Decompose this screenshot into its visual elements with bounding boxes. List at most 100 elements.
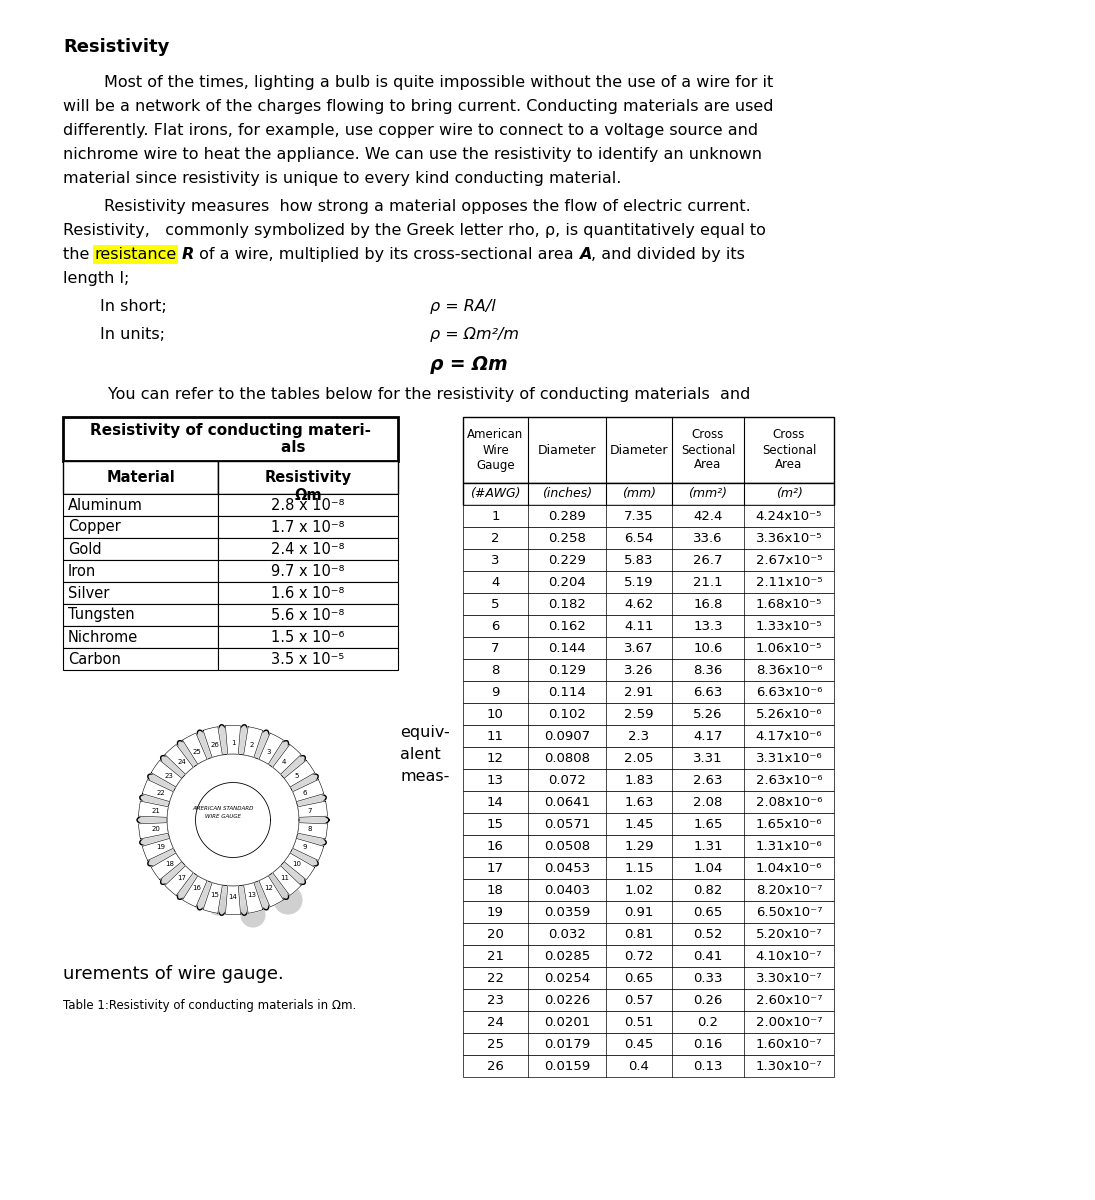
Bar [463,505,834,527]
Text: 10: 10 [292,860,301,866]
Text: 3.67: 3.67 [624,642,654,654]
Text: 8: 8 [492,664,499,677]
Bar [218,604,397,626]
Text: 3.31x10⁻⁶: 3.31x10⁻⁶ [756,751,822,764]
Bar [463,967,834,989]
Text: 2: 2 [250,742,254,748]
Text: 8.20x10⁻⁷: 8.20x10⁻⁷ [756,883,822,896]
Circle shape [241,902,265,926]
Text: 0.0285: 0.0285 [544,949,590,962]
Text: Carbon: Carbon [68,652,120,666]
Text: 4.11: 4.11 [624,619,654,632]
Bar [218,560,397,582]
Text: A: A [579,247,591,262]
Polygon shape [204,727,222,757]
Text: 4.10x10⁻⁷: 4.10x10⁻⁷ [756,949,822,962]
Text: (mm²): (mm²) [689,487,727,500]
Bar [463,923,834,946]
Text: 2.08x10⁻⁶: 2.08x10⁻⁶ [756,796,822,809]
Text: 24: 24 [177,760,186,766]
Text: 18: 18 [487,883,504,896]
Bar [64,516,218,538]
Text: 0.57: 0.57 [624,994,654,1007]
Polygon shape [243,727,263,757]
Text: 0.0571: 0.0571 [544,817,590,830]
Text: 1.31x10⁻⁶: 1.31x10⁻⁶ [756,840,822,852]
Text: 0.81: 0.81 [624,928,654,941]
Text: 8.36: 8.36 [693,664,723,677]
Text: urements of wire gauge.: urements of wire gauge. [64,965,284,983]
Text: 2.05: 2.05 [624,751,654,764]
Text: 21.1: 21.1 [693,576,723,588]
Text: ρ = RA/l: ρ = RA/l [430,299,496,314]
Bar [64,538,218,560]
Text: Copper: Copper [68,520,120,534]
Text: Resistivity
Ωm: Resistivity Ωm [265,470,351,503]
Text: 8.36x10⁻⁶: 8.36x10⁻⁶ [756,664,822,677]
Text: 11: 11 [487,730,504,743]
Text: 1.65x10⁻⁶: 1.65x10⁻⁶ [756,817,822,830]
Text: meas-: meas- [400,769,449,784]
Text: 6.63: 6.63 [693,685,723,698]
Circle shape [274,886,302,914]
Text: 3: 3 [492,553,499,566]
Bar [64,648,218,670]
Text: the: the [64,247,94,262]
Text: 1: 1 [492,510,499,522]
Text: 9: 9 [303,845,308,851]
Text: 0.0226: 0.0226 [544,994,590,1007]
Polygon shape [226,886,241,914]
Polygon shape [137,725,328,916]
Text: Resistivity of conducting materi-
                        als: Resistivity of conducting materi- als [90,422,371,455]
Polygon shape [243,883,263,913]
Bar [463,571,834,593]
Text: 0.182: 0.182 [549,598,586,611]
Bar [64,604,218,626]
Polygon shape [151,761,182,787]
Circle shape [245,862,281,898]
Bar [463,680,834,703]
Text: 0.16: 0.16 [693,1038,723,1050]
Bar [463,791,834,814]
Text: 2.59: 2.59 [624,708,654,720]
Bar [463,1033,834,1055]
Text: 1.63: 1.63 [624,796,654,809]
Bar [218,494,397,516]
Text: 2.11x10⁻⁵: 2.11x10⁻⁵ [756,576,822,588]
Text: 0.0508: 0.0508 [544,840,590,852]
Text: 0.4: 0.4 [629,1060,649,1073]
Text: 3.30x10⁻⁷: 3.30x10⁻⁷ [756,972,822,984]
Text: 2: 2 [492,532,499,545]
Text: 20: 20 [152,827,161,833]
Polygon shape [139,802,169,817]
Text: 0.204: 0.204 [549,576,586,588]
Text: Resistivity,   commonly symbolized by the Greek letter rho, ρ, is quantitatively: Resistivity, commonly symbolized by the … [64,223,765,238]
Text: 0.45: 0.45 [624,1038,654,1050]
Text: 13.3: 13.3 [693,619,723,632]
Text: Resistivity: Resistivity [64,38,170,56]
Text: 0.129: 0.129 [549,664,586,677]
Bar [463,1055,834,1078]
Text: 25: 25 [487,1038,504,1050]
Text: 0.51: 0.51 [624,1015,654,1028]
Text: 0.0403: 0.0403 [544,883,590,896]
Text: equiv-: equiv- [400,725,450,740]
Text: will be a network of the charges flowing to bring current. Conducting materials : will be a network of the charges flowing… [64,98,773,114]
Text: differently. Flat irons, for example, use copper wire to connect to a voltage so: differently. Flat irons, for example, us… [64,122,758,138]
Text: 17: 17 [177,875,186,881]
Polygon shape [258,876,284,907]
Text: 6: 6 [303,790,308,796]
Text: 2.4 x 10⁻⁸: 2.4 x 10⁻⁸ [272,541,345,557]
Text: 1.65: 1.65 [693,817,723,830]
Text: 0.0907: 0.0907 [544,730,590,743]
Polygon shape [183,733,207,764]
Text: 5: 5 [295,773,299,779]
Text: 0.0641: 0.0641 [544,796,590,809]
Text: In units;: In units; [100,326,165,342]
Bar [463,857,834,878]
Polygon shape [142,839,173,860]
Text: 0.52: 0.52 [693,928,723,941]
Polygon shape [168,754,299,886]
Polygon shape [165,865,194,895]
Text: material since resistivity is unique to every kind conducting material.: material since resistivity is unique to … [64,170,621,186]
